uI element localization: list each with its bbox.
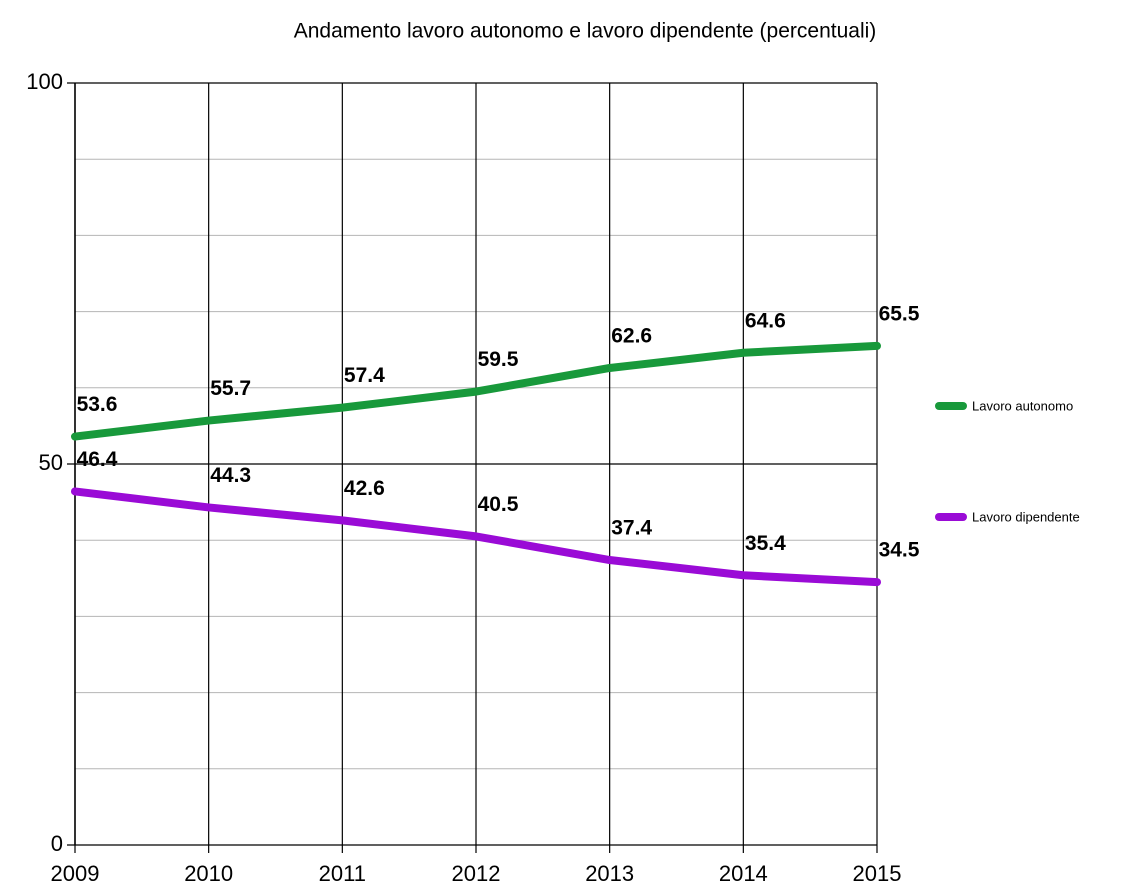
data-label: 65.5	[879, 302, 920, 325]
x-tick-label: 2012	[452, 861, 501, 886]
x-tick-label: 2013	[585, 861, 634, 886]
data-label: 62.6	[611, 325, 652, 348]
x-tick-label: 2014	[719, 861, 768, 886]
data-label: 42.6	[344, 477, 385, 500]
y-tick-label: 100	[26, 69, 63, 94]
data-label: 64.6	[745, 309, 786, 332]
data-label: 55.7	[210, 377, 251, 400]
data-label: 34.5	[879, 539, 920, 562]
y-tick-label: 50	[39, 450, 63, 475]
x-tick-label: 2011	[319, 861, 366, 886]
data-label: 59.5	[478, 348, 519, 371]
data-label: 40.5	[478, 493, 519, 516]
data-label: 44.3	[210, 464, 251, 487]
x-tick-label: 2009	[51, 861, 100, 886]
chart-title: Andamento lavoro autonomo e lavoro dipen…	[294, 20, 877, 43]
x-tick-label: 2010	[184, 861, 233, 886]
data-label: 53.6	[77, 393, 118, 416]
data-label: 57.4	[344, 364, 385, 387]
x-tick-label: 2015	[853, 861, 902, 886]
data-label: 46.4	[77, 448, 118, 471]
data-label: 37.4	[611, 517, 652, 540]
legend-label: Lavoro dipendente	[972, 509, 1080, 524]
series-line	[71, 341, 881, 441]
series-line	[71, 487, 881, 587]
y-tick-label: 0	[51, 831, 63, 856]
legend-label: Lavoro autonomo	[972, 398, 1073, 413]
data-label: 35.4	[745, 532, 786, 555]
